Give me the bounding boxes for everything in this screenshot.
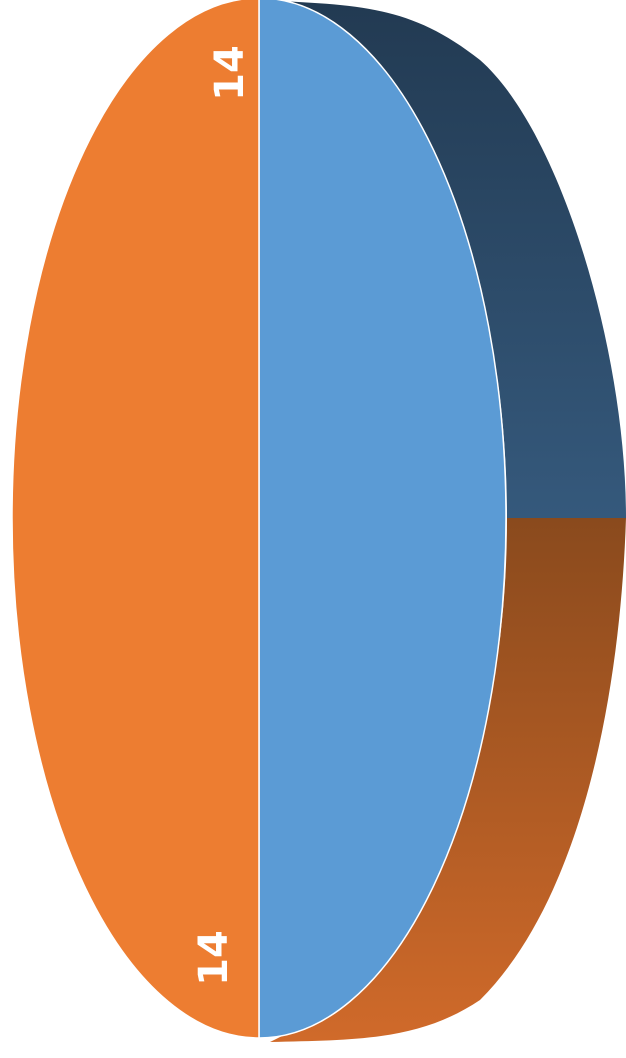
data-label-slice-1: 14 bbox=[207, 45, 253, 101]
pie-side-slice-2 bbox=[270, 518, 626, 1042]
data-label-slice-2: 14 bbox=[191, 930, 237, 986]
pie-slice-2 bbox=[11, 0, 260, 1039]
pie-slice-1 bbox=[258, 0, 507, 1039]
pie-side-slice-1 bbox=[258, 0, 626, 518]
